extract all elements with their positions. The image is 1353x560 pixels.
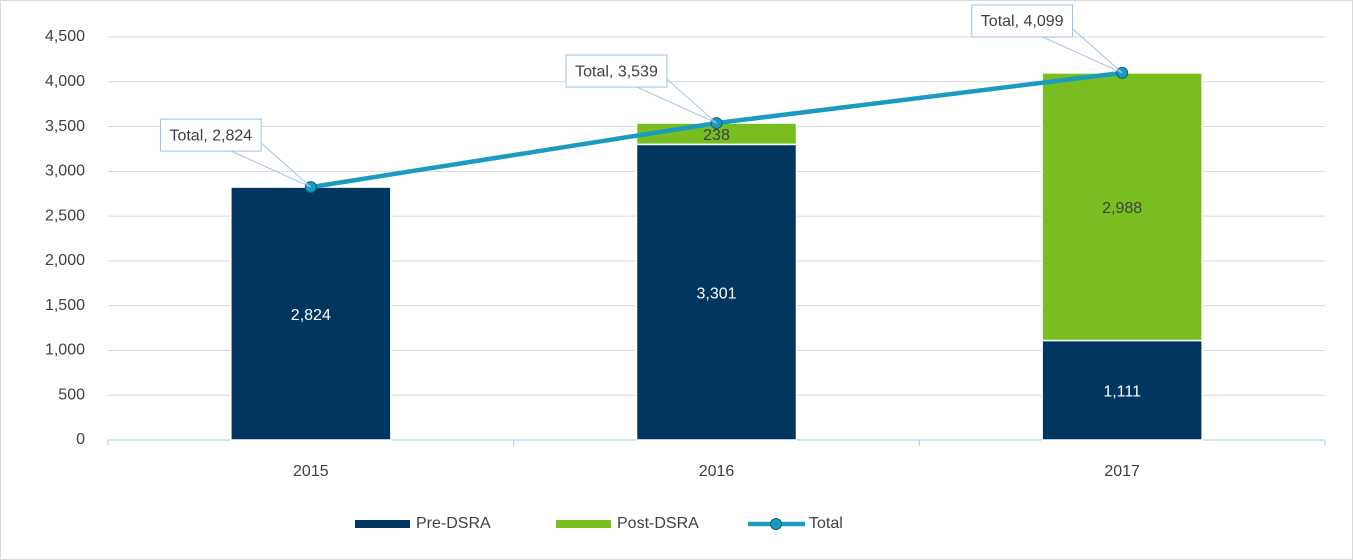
y-tick-label: 2,000 (45, 252, 85, 269)
data-label: 2,824 (291, 307, 331, 324)
callout-pointer (636, 78, 717, 124)
y-tick-label: 4,000 (45, 73, 85, 90)
callout-pointer (230, 142, 312, 188)
x-tick-label: 2017 (1104, 463, 1140, 480)
legend-swatch (556, 520, 611, 528)
callout-box (159, 118, 262, 152)
data-label: 2,988 (1102, 200, 1142, 217)
y-tick-label: 0 (76, 431, 85, 448)
data-label: 238 (703, 127, 730, 144)
y-tick-label: 1,000 (45, 342, 85, 359)
y-tick-label: 4,500 (45, 28, 85, 45)
legend-label: Total (809, 515, 843, 532)
bar-segment (1041, 72, 1203, 342)
y-tick-label: 3,000 (45, 163, 85, 180)
data-label: 3,301 (696, 285, 736, 302)
callout-box (971, 4, 1074, 38)
data-label: 1,111 (1103, 383, 1141, 400)
bar-segment (635, 143, 798, 441)
bar-segment (230, 186, 392, 441)
y-tick-label: 3,500 (45, 118, 85, 135)
legend-label: Post-DSRA (617, 515, 699, 532)
x-tick-label: 2016 (699, 463, 735, 480)
bar-segment (1041, 339, 1203, 441)
data-label: Total, 2,824 (169, 127, 252, 144)
legend-swatch (770, 518, 782, 530)
y-tick-label: 2,500 (45, 207, 85, 224)
data-label: Total, 4,099 (981, 13, 1064, 30)
callout-pointer (1042, 28, 1123, 74)
data-label: Total, 3,539 (575, 63, 658, 80)
y-tick-label: 1,500 (45, 297, 85, 314)
legend-label: Pre-DSRA (416, 515, 491, 532)
callout-box (565, 54, 668, 88)
y-tick-label: 500 (58, 386, 85, 403)
legend-swatch (355, 520, 410, 528)
x-tick-label: 2015 (293, 463, 329, 480)
